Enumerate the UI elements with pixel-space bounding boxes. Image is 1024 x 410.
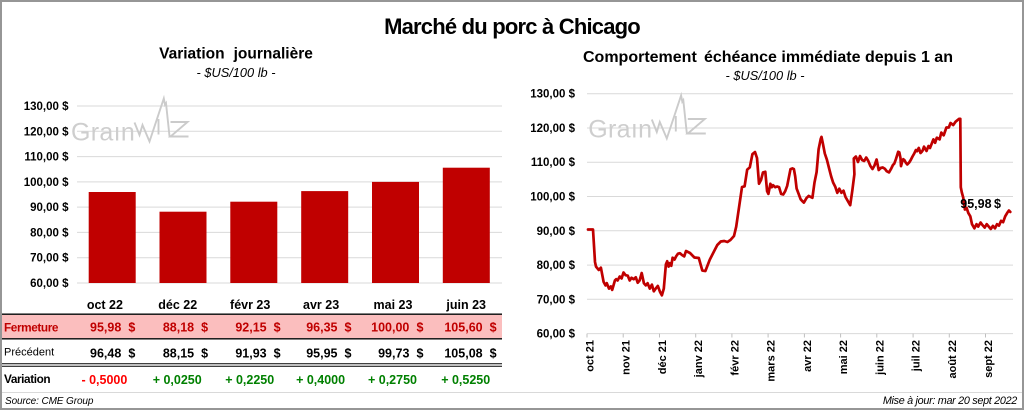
svg-text:févr 22: févr 22 [729, 340, 741, 375]
svg-text:Fermeture: Fermeture [4, 321, 59, 335]
svg-text:Marché du porc à Chicago: Marché du porc à Chicago [384, 14, 640, 39]
svg-text:Précédent: Précédent [4, 347, 54, 359]
svg-text:95,95: 95,95 [306, 346, 337, 360]
svg-text:Variation: Variation [4, 372, 50, 386]
svg-text:70,00 $: 70,00 $ [30, 253, 69, 265]
svg-text:$: $ [201, 346, 208, 360]
svg-text:100,00 $: 100,00 $ [24, 177, 69, 189]
svg-text:Source: CME Group: Source: CME Group [5, 396, 94, 407]
svg-text:juin 23: juin 23 [445, 298, 486, 312]
svg-text:95,98: 95,98 [90, 321, 121, 335]
svg-text:110,00 $: 110,00 $ [531, 157, 576, 169]
svg-text:nov 21: nov 21 [621, 340, 633, 375]
svg-text:96,48: 96,48 [90, 346, 121, 360]
svg-text:$: $ [128, 346, 135, 360]
svg-text:+ 0,2750: + 0,2750 [368, 373, 417, 387]
svg-text:100,00 $: 100,00 $ [530, 192, 575, 204]
svg-text:mai 23: mai 23 [374, 298, 413, 312]
svg-text:déc 22: déc 22 [158, 298, 197, 312]
svg-text:févr 23: févr 23 [230, 298, 270, 312]
svg-text:avr 23: avr 23 [303, 298, 339, 312]
svg-text:$: $ [201, 321, 208, 335]
svg-text:$: $ [274, 346, 281, 360]
svg-text:$: $ [490, 321, 497, 335]
svg-text:- 0,5000: - 0,5000 [81, 373, 127, 387]
svg-text:$: $ [345, 346, 352, 360]
svg-text:juin 22: juin 22 [874, 340, 886, 376]
svg-text:juil 22: juil 22 [911, 340, 923, 372]
svg-text:96,35: 96,35 [306, 321, 337, 335]
svg-text:oct 22: oct 22 [87, 298, 123, 312]
svg-text:$: $ [128, 321, 135, 335]
svg-text:105,08: 105,08 [444, 346, 482, 360]
svg-text:$: $ [416, 346, 423, 360]
svg-text:91,93: 91,93 [235, 346, 266, 360]
svg-text:oct 21: oct 21 [585, 340, 597, 372]
svg-text:- $US/100 lb -: - $US/100 lb - [197, 65, 276, 80]
svg-text:déc 21: déc 21 [657, 340, 669, 374]
svg-text:130,00 $: 130,00 $ [24, 101, 69, 113]
svg-text:60,00 $: 60,00 $ [537, 329, 576, 341]
svg-text:70,00 $: 70,00 $ [537, 294, 576, 306]
svg-text:90,00 $: 90,00 $ [537, 226, 576, 238]
svg-text:mars 22: mars 22 [766, 340, 778, 382]
svg-text:sept 22: sept 22 [983, 340, 995, 378]
svg-text:120,00 $: 120,00 $ [530, 123, 575, 135]
svg-text:- $US/100 lb -: - $US/100 lb - [726, 68, 805, 83]
svg-text:99,73: 99,73 [378, 346, 409, 360]
svg-text:95,98 $: 95,98 $ [960, 197, 1001, 211]
svg-text:Variation journalière: Variation journalière [159, 46, 313, 63]
svg-text:avr 22: avr 22 [802, 340, 814, 372]
svg-text:mai 22: mai 22 [838, 340, 850, 374]
svg-text:Graın: Graın [71, 119, 135, 147]
svg-text:80,00 $: 80,00 $ [537, 260, 576, 272]
svg-text:92,15: 92,15 [235, 321, 266, 335]
svg-text:80,00 $: 80,00 $ [30, 227, 69, 239]
svg-text:90,00 $: 90,00 $ [30, 202, 69, 214]
svg-text:120,00 $: 120,00 $ [24, 126, 69, 138]
svg-text:+ 0,4000: + 0,4000 [296, 373, 345, 387]
svg-text:60,00 $: 60,00 $ [30, 278, 69, 290]
svg-text:$: $ [345, 321, 352, 335]
svg-text:+ 0,5250: + 0,5250 [441, 373, 490, 387]
svg-text:$: $ [274, 321, 281, 335]
svg-text:130,00 $: 130,00 $ [530, 89, 575, 101]
svg-text:janv 22: janv 22 [693, 340, 705, 378]
svg-text:100,00: 100,00 [371, 321, 409, 335]
svg-text:110,00 $: 110,00 $ [24, 152, 69, 164]
svg-text:88,18: 88,18 [163, 321, 194, 335]
svg-text:Graın: Graın [588, 116, 652, 144]
svg-text:105,60: 105,60 [444, 321, 482, 335]
svg-text:+ 0,0250: + 0,0250 [153, 373, 202, 387]
svg-text:Comportement échéance immédia: Comportement échéance immédiate depuis 1… [583, 49, 953, 66]
svg-text:Mise à jour: mar 20 sept 2022: Mise à jour: mar 20 sept 2022 [883, 395, 1017, 407]
svg-text:$: $ [490, 346, 497, 360]
svg-text:août 22: août 22 [947, 340, 959, 379]
svg-text:+ 0,2250: + 0,2250 [225, 373, 274, 387]
svg-text:$: $ [416, 321, 423, 335]
svg-text:88,15: 88,15 [163, 346, 194, 360]
